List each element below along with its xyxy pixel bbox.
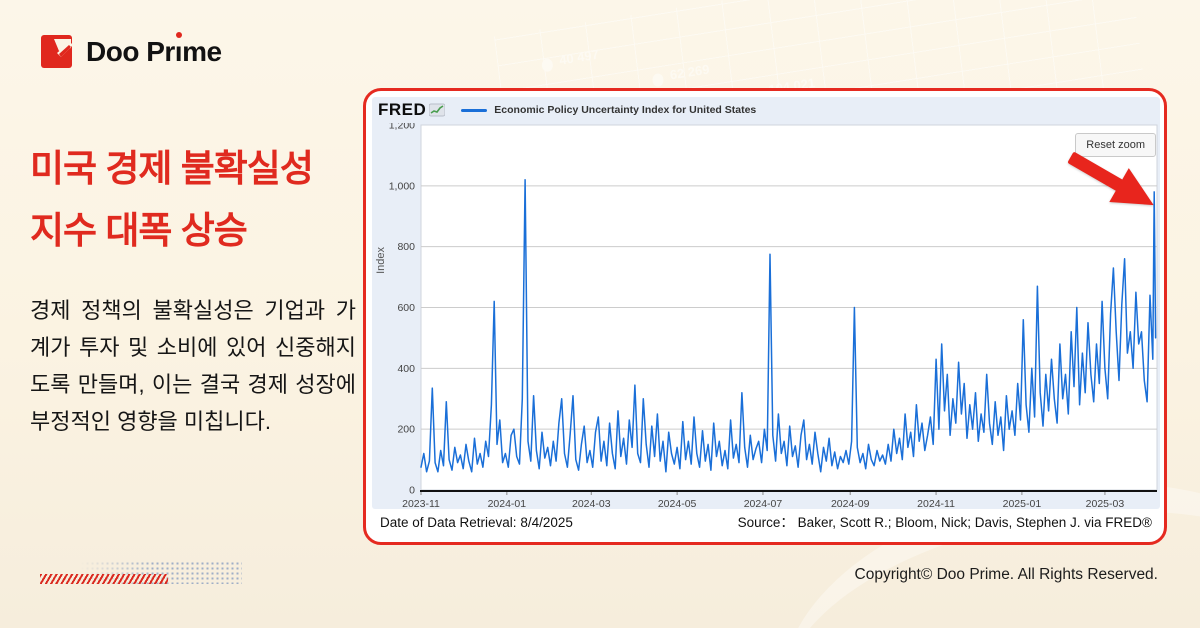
chart-card: FRED Economic Policy Uncertainty Index f… (363, 88, 1167, 545)
svg-text:2024-01: 2024-01 (488, 498, 527, 509)
legend-line-swatch (461, 108, 488, 112)
svg-text:2024-09: 2024-09 (831, 498, 870, 509)
copyright-text: Copyright© Doo Prime. All Rights Reserve… (854, 566, 1158, 583)
fred-chart-icon (429, 103, 446, 117)
card-footer: Date of Data Retrieval: 8/4/2025 Source：… (380, 511, 1152, 531)
doo-prime-logo-icon (41, 35, 73, 68)
svg-text:800: 800 (397, 241, 415, 253)
page-title-line2: 지수 대폭 상승 (30, 210, 248, 251)
watermark-number: 40 497 (558, 46, 600, 68)
svg-text:1,000: 1,000 (389, 180, 415, 192)
source-attribution: Source： Baker, Scott R.; Bloom, Nick; Da… (737, 515, 1152, 530)
fred-logo: FRED (378, 100, 427, 119)
watermark-dot (541, 57, 554, 73)
reset-zoom-button[interactable]: Reset zoom (1075, 133, 1156, 157)
svg-text:2025-03: 2025-03 (1086, 498, 1125, 509)
y-axis-title: Index (375, 247, 387, 274)
highlight-arrow-icon (1068, 152, 1154, 206)
brand-logo: Doo Prıme (40, 33, 222, 71)
svg-text:2024-11: 2024-11 (917, 498, 955, 509)
fred-widget: FRED Economic Policy Uncertainty Index f… (372, 97, 1160, 510)
svg-text:2024-03: 2024-03 (572, 498, 611, 509)
watermark-number: 62 269 (669, 61, 711, 83)
retrieval-date: Date of Data Retrieval: 8/4/2025 (380, 515, 573, 530)
page-title: 미국 경제 불확실성 지수 대폭 상승 (30, 138, 366, 262)
svg-text:2023-11: 2023-11 (402, 498, 440, 509)
svg-text:2024-05: 2024-05 (658, 498, 697, 509)
svg-text:2025-01: 2025-01 (1003, 498, 1042, 509)
watermark-dot (651, 72, 665, 88)
svg-text:200: 200 (397, 424, 415, 436)
svg-text:2024-07: 2024-07 (744, 498, 783, 509)
chart-legend: Economic Policy Uncertainty Index for Un… (461, 104, 756, 116)
fred-widget-header: FRED Economic Policy Uncertainty Index f… (372, 97, 1160, 123)
epu-chart-svg: 0 200 400 600 800 1,000 1,200 2023-11 2024-01 202… (389, 120, 1158, 510)
svg-text:600: 600 (397, 302, 415, 314)
svg-text:1,200: 1,200 (389, 123, 415, 132)
body-paragraph: 경제 정책의 불확실성은 기업과 가계가 투자 및 소비에 있어 신중해지도록 … (30, 298, 356, 434)
brand-logo-text: Doo Prıme (86, 36, 222, 67)
page-title-line1: 미국 경제 불확실성 (30, 148, 314, 189)
svg-text:0: 0 (409, 485, 415, 497)
svg-text:400: 400 (397, 363, 415, 375)
hatch-bar (40, 574, 168, 584)
legend-label: Economic Policy Uncertainty Index for Un… (494, 104, 757, 116)
